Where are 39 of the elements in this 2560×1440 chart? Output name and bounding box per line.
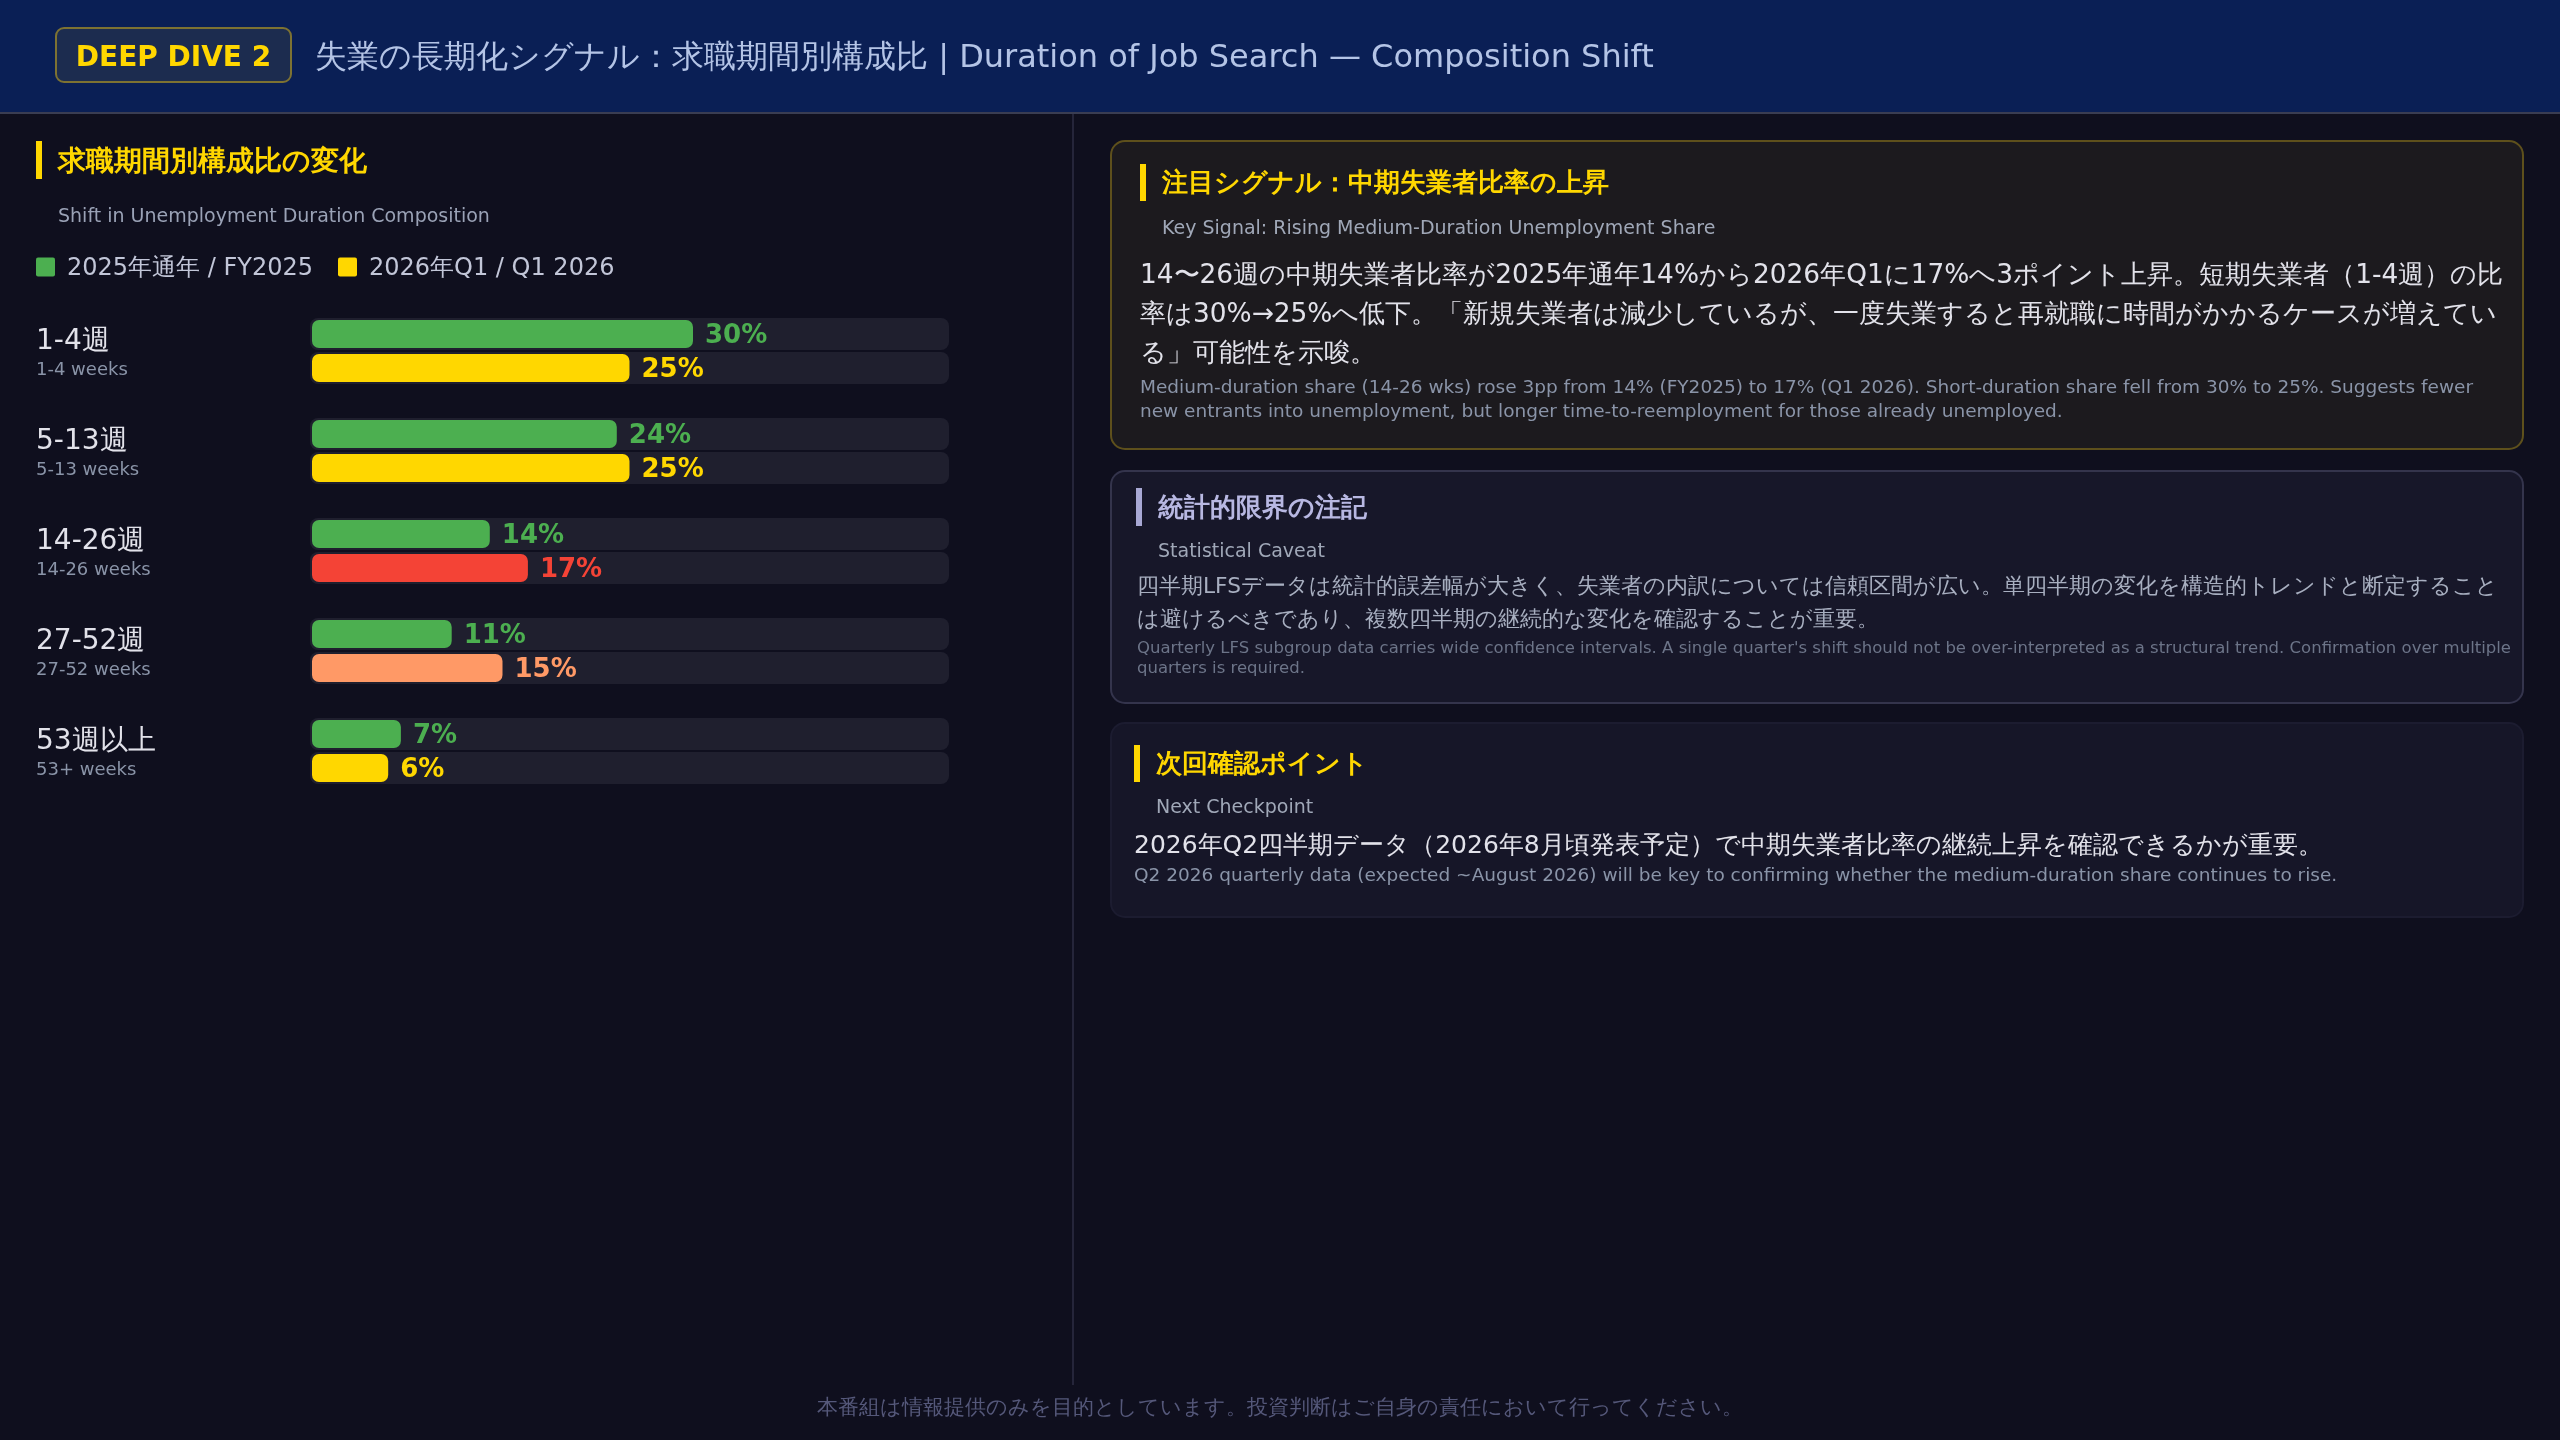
data-label: 6% — [400, 753, 445, 783]
y-tick-label: 53週以上 53+ weeks — [36, 722, 156, 779]
data-label: 25% — [641, 453, 704, 483]
bar — [312, 620, 452, 648]
data-label: 14% — [501, 519, 565, 549]
text: 本番組は情報提供のみを目的としています。投資判断はご自身の責任において行ってください。 — [817, 1395, 1743, 1419]
data-label: 25% — [641, 353, 704, 383]
text: 14〜26週の中期失業者比率が2025年通年14%から2026年Q1に17%へ3ポイント上昇。短期失業者（1-4週）の比率は30%→25%へ低下。「新規失業者は減少しているが、一度失業すると再就職に時間がかかるケースが増えている」可能性を示唆。 — [1140, 257, 2505, 369]
data-label: 11% — [463, 619, 526, 649]
text: Medium-duration share (14-26 wks) rose 3pp from 14% (FY2025) to 17% (Q1 2026). Short-duration share fell from 30% to 25%. Suggests fewer new entrants into unemployment, but longer time-to-reemployment for those already unemployed. — [1140, 375, 2475, 423]
data-label: 24% — [628, 419, 692, 449]
text: Key Signal: Rising Medium-Duration Unemployment Share — [1162, 216, 1716, 238]
bar — [312, 520, 490, 548]
text: Quarterly LFS subgroup data carries wide confidence intervals. A single quarter's shift should not be over-interpreted as a structural trend. Confirmation over multiple quarters is required. — [1137, 638, 2512, 678]
y-tick-label: 1-4週 1-4 weeks — [36, 322, 128, 379]
chart-title: 求職期間別構成比の変化 — [57, 143, 368, 177]
bar — [312, 754, 389, 782]
text: Next Checkpoint — [1156, 795, 1314, 817]
text: 注目シグナル：中期失業者比率の上昇 — [1161, 167, 1609, 197]
text: 四半期LFSデータは統計的誤差幅が大きく、失業者の内訳については信頼区間が広い。単四半期の変化を構造的トレンドと断定することは避けるべきであり、複数四半期の継続的な変化を確認することが重要。 — [1137, 572, 2499, 633]
y-tick-label: 14-26週 14-26 weeks — [36, 522, 151, 579]
text: 次回確認ポイント — [1156, 748, 1368, 778]
text: 2026年Q2四半期データ（2026年8月頃発表予定）で中期失業者比率の継続上昇を確認できるかが重要。 — [1134, 829, 2324, 861]
text: DEEP DIVE 2 — [75, 39, 272, 73]
data-label: 30% — [705, 319, 768, 349]
text: 統計的限界の注記 — [1157, 492, 1368, 522]
text: Q2 2026 quarterly data (expected ~August 2026) will be key to confirming whether the medium-duration share continues to rise. — [1134, 863, 2339, 887]
legend-label: 2025年通年 / FY2025 — [67, 253, 313, 281]
y-tick-label: 27-52週 27-52 weeks — [36, 622, 151, 679]
text: 失業の長期化シグナル：求職期間別構成比 | Duration of Job Search — Composition Shift — [315, 37, 1654, 75]
text: Statistical Caveat — [1158, 539, 1325, 561]
bar — [312, 720, 401, 748]
legend-label: 2026年Q1 / Q1 2026 — [369, 253, 615, 281]
chart-subtitle: Shift in Unemployment Duration Composition — [58, 204, 490, 226]
data-label: 17% — [539, 553, 603, 583]
data-label: 15% — [514, 653, 577, 683]
bar — [312, 654, 503, 682]
data-label: 7% — [412, 719, 458, 749]
y-tick-label: 5-13週 5-13 weeks — [36, 422, 140, 479]
